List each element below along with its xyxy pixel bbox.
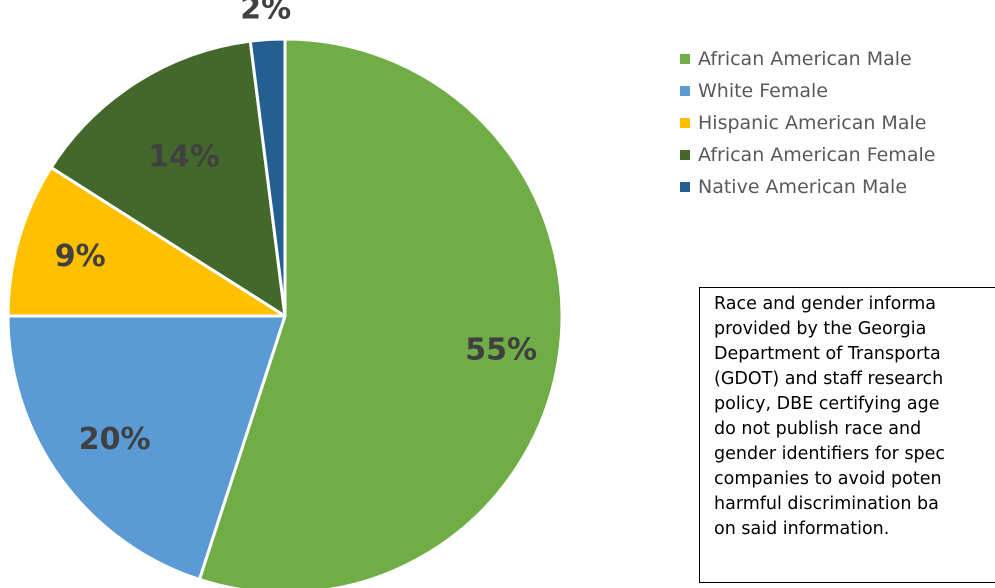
pie-slice-native-american-male — [248, 37, 287, 318]
legend-item-hispanic-american-male: Hispanic American Male — [680, 107, 935, 139]
legend-label: Native American Male — [698, 176, 908, 198]
pie-slice-hispanic-american-male — [6, 166, 287, 318]
data-label-native-american-male: 2% — [240, 0, 291, 27]
legend-label: Hispanic American Male — [698, 112, 927, 134]
data-label-hispanic-american-male: 9% — [55, 239, 106, 274]
pie-data-labels: 55% 20% 9% 14% 2% — [55, 0, 537, 457]
data-label-white-female: 20% — [79, 422, 151, 457]
chart-legend: African American Male White Female Hispani… — [680, 43, 935, 203]
data-label-african-american-male: 55% — [465, 333, 537, 368]
note-box: Race and gender informa provided by the … — [699, 287, 995, 583]
pie-slices — [6, 37, 564, 588]
legend-swatch — [680, 86, 690, 96]
note-text: Race and gender informa provided by the … — [714, 294, 946, 539]
legend-swatch — [680, 54, 690, 64]
legend-item-native-american-male: Native American Male — [680, 171, 935, 203]
legend-swatch — [680, 118, 690, 128]
legend-swatch — [680, 150, 690, 160]
legend-label: White Female — [698, 80, 828, 102]
legend-label: African American Male — [698, 48, 912, 70]
pie-slice-african-american-female — [49, 39, 287, 318]
data-label-african-american-female: 14% — [148, 139, 220, 174]
legend-item-african-american-female: African American Female — [680, 139, 935, 171]
legend-item-african-american-male: African American Male — [680, 43, 935, 75]
legend-label: African American Female — [698, 144, 936, 166]
legend-swatch — [680, 182, 690, 192]
pie-slice-white-female — [6, 314, 287, 581]
legend-item-white-female: White Female — [680, 75, 935, 107]
